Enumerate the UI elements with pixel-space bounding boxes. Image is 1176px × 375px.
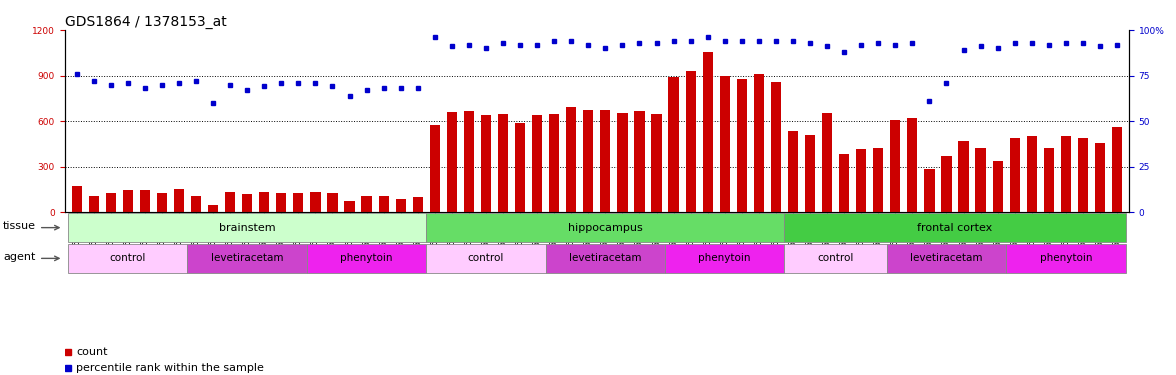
Text: control: control xyxy=(468,254,505,263)
FancyBboxPatch shape xyxy=(68,244,187,273)
FancyBboxPatch shape xyxy=(68,213,426,242)
Bar xyxy=(1043,148,1054,212)
Bar xyxy=(924,169,935,212)
Bar xyxy=(668,77,679,212)
Bar xyxy=(975,148,985,212)
Text: phenytoin: phenytoin xyxy=(340,254,393,263)
Bar xyxy=(822,113,833,212)
Bar xyxy=(652,114,662,212)
Bar xyxy=(736,79,747,212)
Bar xyxy=(1077,138,1088,212)
Text: count: count xyxy=(76,347,108,357)
Text: control: control xyxy=(109,254,146,263)
Bar xyxy=(634,111,644,212)
Bar xyxy=(873,148,883,212)
FancyBboxPatch shape xyxy=(187,244,307,273)
Text: frontal cortex: frontal cortex xyxy=(917,223,993,232)
Bar xyxy=(754,74,764,212)
Bar xyxy=(225,192,235,212)
Text: GDS1864 / 1378153_at: GDS1864 / 1378153_at xyxy=(65,15,227,29)
Text: control: control xyxy=(817,254,854,263)
Text: tissue: tissue xyxy=(2,221,35,231)
Bar xyxy=(242,194,253,212)
Bar xyxy=(447,112,457,212)
Bar xyxy=(617,113,628,212)
Bar xyxy=(259,192,269,212)
Bar xyxy=(549,114,560,212)
Bar xyxy=(856,149,867,212)
Bar xyxy=(1111,127,1122,212)
Bar xyxy=(566,108,576,212)
FancyBboxPatch shape xyxy=(1007,244,1125,273)
Bar xyxy=(838,154,849,212)
Text: phenytoin: phenytoin xyxy=(699,254,751,263)
Bar xyxy=(1095,143,1105,212)
Bar xyxy=(702,52,713,212)
FancyBboxPatch shape xyxy=(307,244,426,273)
Bar xyxy=(276,193,287,212)
Bar xyxy=(1027,136,1037,212)
Bar xyxy=(413,197,423,212)
Bar xyxy=(907,118,917,212)
Bar xyxy=(686,71,696,212)
Bar xyxy=(208,206,219,212)
Bar xyxy=(788,131,799,212)
Bar xyxy=(345,201,355,212)
FancyBboxPatch shape xyxy=(887,244,1007,273)
Text: brainstem: brainstem xyxy=(219,223,275,232)
Text: levetiracetam: levetiracetam xyxy=(910,254,983,263)
Bar xyxy=(993,160,1003,212)
Text: levetiracetam: levetiracetam xyxy=(211,254,283,263)
Bar xyxy=(88,195,99,212)
Bar xyxy=(890,120,901,212)
Bar xyxy=(532,115,542,212)
Bar xyxy=(497,114,508,212)
Bar xyxy=(106,192,116,212)
FancyBboxPatch shape xyxy=(546,244,666,273)
Text: hippocampus: hippocampus xyxy=(568,223,643,232)
Bar xyxy=(958,141,969,212)
Bar xyxy=(1061,136,1071,212)
FancyBboxPatch shape xyxy=(666,244,784,273)
Bar xyxy=(72,186,82,212)
Bar xyxy=(720,76,730,212)
FancyBboxPatch shape xyxy=(426,244,546,273)
Bar xyxy=(804,135,815,212)
Bar xyxy=(600,111,610,212)
Bar xyxy=(174,189,185,212)
FancyBboxPatch shape xyxy=(426,213,784,242)
Bar xyxy=(941,156,951,212)
Bar xyxy=(463,111,474,212)
Bar xyxy=(379,195,389,212)
Bar xyxy=(293,192,303,212)
Bar xyxy=(515,123,526,212)
Bar xyxy=(327,193,338,212)
Bar xyxy=(770,82,781,212)
Bar xyxy=(140,190,151,212)
Bar xyxy=(122,190,133,212)
Bar xyxy=(481,115,492,212)
Text: percentile rank within the sample: percentile rank within the sample xyxy=(76,363,265,373)
Bar xyxy=(429,125,440,212)
FancyBboxPatch shape xyxy=(784,244,887,273)
Bar xyxy=(191,196,201,212)
Bar xyxy=(156,192,167,212)
Bar xyxy=(310,192,321,212)
Text: agent: agent xyxy=(4,252,35,262)
Bar xyxy=(583,111,594,212)
FancyBboxPatch shape xyxy=(784,213,1125,242)
Bar xyxy=(361,196,372,212)
Bar xyxy=(395,199,406,212)
Text: phenytoin: phenytoin xyxy=(1040,254,1093,263)
Text: levetiracetam: levetiracetam xyxy=(569,254,642,263)
Bar xyxy=(1009,138,1020,212)
